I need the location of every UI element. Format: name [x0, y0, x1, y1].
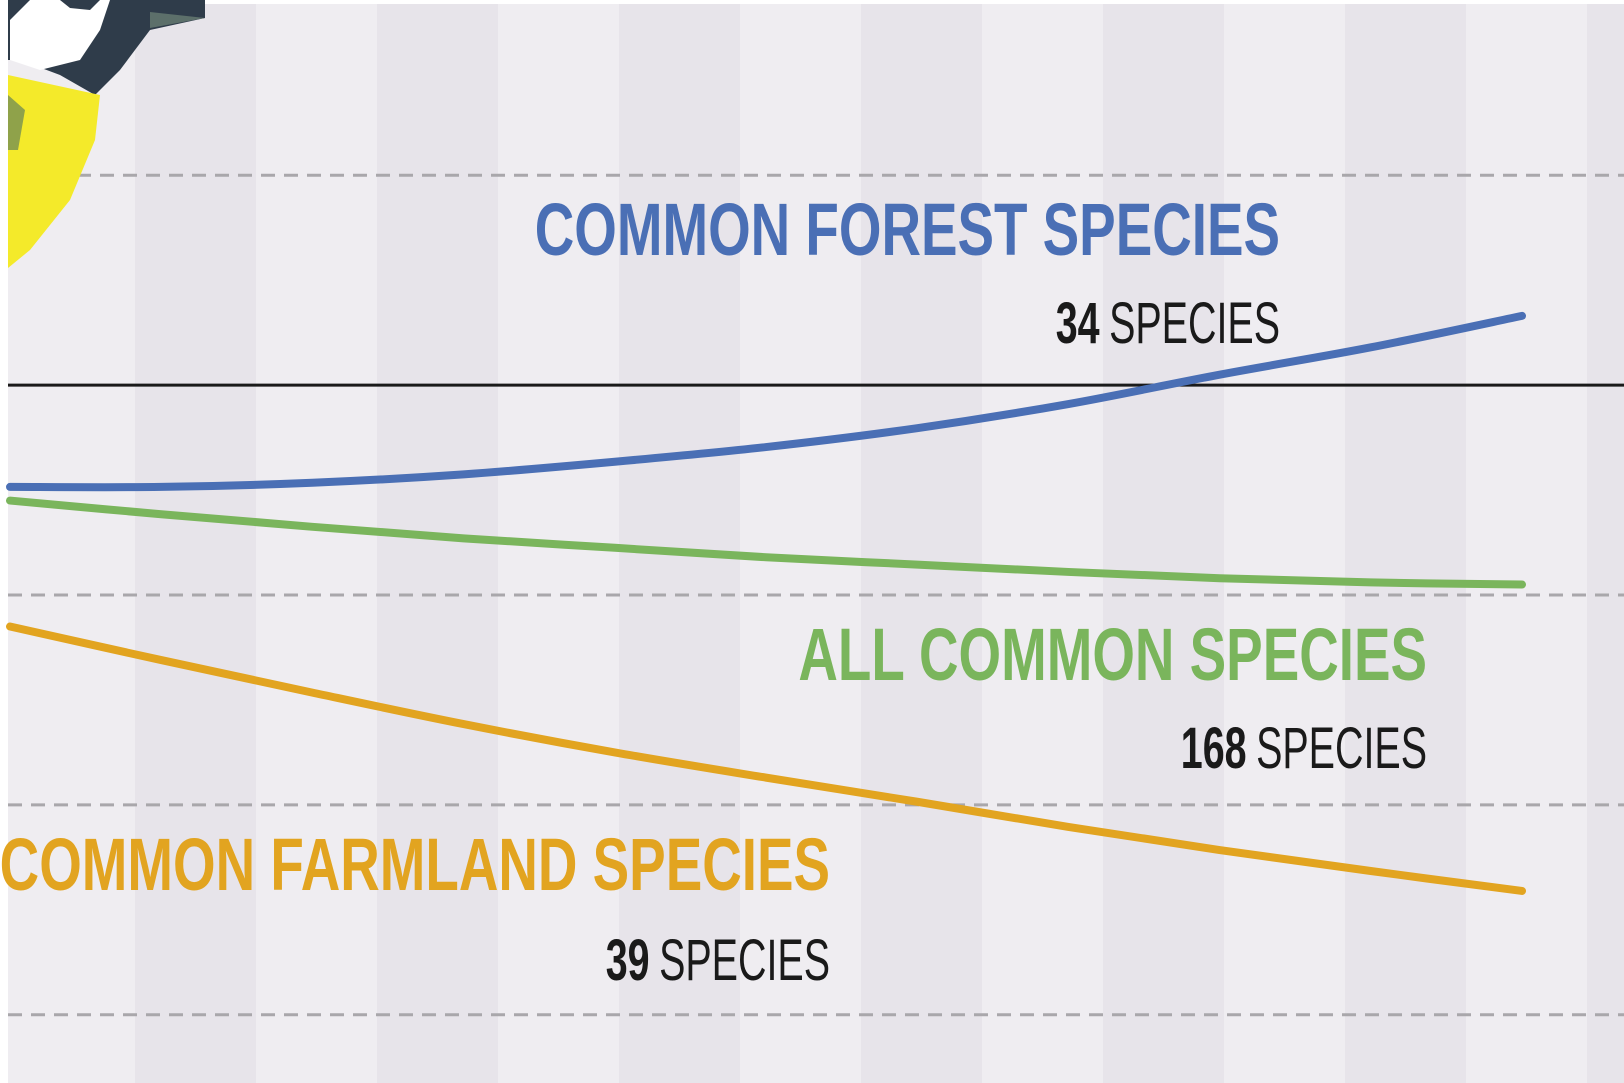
- stripe: [1103, 4, 1224, 1083]
- stripe: [861, 4, 982, 1083]
- count-unit: SPECIES: [659, 927, 830, 992]
- series-name: COMMON FOREST SPECIES: [535, 188, 1280, 271]
- series-label-group: COMMON FOREST SPECIES: [535, 188, 1280, 271]
- series-label-group: COMMON FARMLAND SPECIES: [0, 823, 830, 906]
- stripe: [619, 4, 740, 1083]
- count-unit: SPECIES: [1256, 715, 1427, 780]
- series-name: ALL COMMON SPECIES: [798, 613, 1427, 696]
- series-name: COMMON FARMLAND SPECIES: [0, 823, 830, 906]
- series-label-group: ALL COMMON SPECIES: [798, 613, 1427, 696]
- stripe: [1345, 4, 1466, 1083]
- count-number: 168: [1181, 715, 1247, 780]
- count-unit: SPECIES: [1109, 290, 1280, 355]
- count-number: 39: [606, 927, 650, 992]
- stripe: [135, 4, 256, 1083]
- stripe: [377, 4, 498, 1083]
- stripe: [1587, 4, 1624, 1083]
- chart: COMMON FOREST SPECIES34SPECIESALL COMMON…: [0, 0, 1624, 1083]
- count-number: 34: [1056, 290, 1100, 355]
